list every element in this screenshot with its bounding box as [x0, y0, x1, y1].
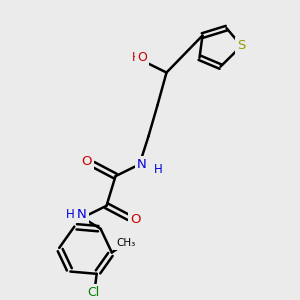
Text: O: O: [81, 155, 92, 169]
Text: N: N: [137, 158, 147, 171]
Text: S: S: [237, 39, 246, 52]
Text: O: O: [130, 213, 141, 226]
Text: O: O: [137, 51, 147, 64]
Text: CH₃: CH₃: [116, 238, 136, 248]
Text: H: H: [154, 163, 163, 176]
Text: N: N: [77, 208, 87, 220]
Text: H: H: [65, 208, 74, 220]
Text: Cl: Cl: [88, 286, 100, 299]
Text: H: H: [131, 51, 140, 64]
